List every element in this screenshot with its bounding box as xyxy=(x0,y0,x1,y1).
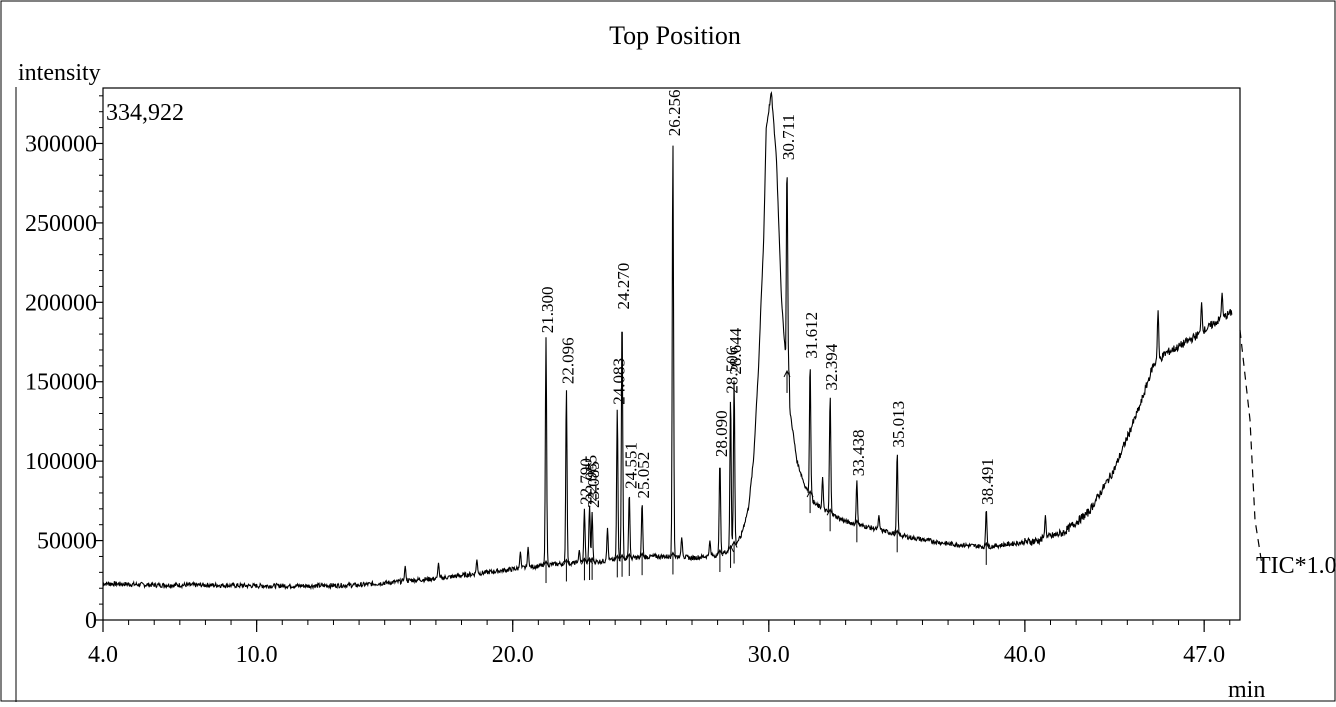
x-axis-label: min xyxy=(1228,677,1265,702)
peak-label: 32.394 xyxy=(822,343,841,390)
trace-tail xyxy=(1240,330,1262,565)
y-tick-label: 50000 xyxy=(37,529,97,555)
chart-title: Top Position xyxy=(609,21,741,50)
x-tick-label: 47.0 xyxy=(1183,642,1225,668)
peak-label: 25.052 xyxy=(634,452,653,499)
peak-label: 33.438 xyxy=(849,429,868,476)
peak-label: 22.096 xyxy=(558,337,577,384)
tic-trace-line xyxy=(103,93,1232,588)
y-tick-label: 100000 xyxy=(25,449,97,475)
trace-tail-line xyxy=(1240,330,1262,565)
peak-label: 38.491 xyxy=(978,458,997,505)
peak-label: 35.013 xyxy=(889,401,908,448)
max-intensity-label: 334,922 xyxy=(106,100,184,126)
y-axis: 0 50000 100000 150000 200000 250000 300000 xyxy=(25,96,103,634)
x-axis: 4.0 10.0 20.0 30.0 40.0 47.0 xyxy=(88,620,1230,668)
peak-38.491: 38.491 xyxy=(978,458,997,565)
tic-trace xyxy=(103,93,1232,588)
peak-33.438: 33.438 xyxy=(849,429,868,542)
peak-label: 28.090 xyxy=(712,410,731,457)
y-tick-label: 150000 xyxy=(25,370,97,396)
y-tick-label: 0 xyxy=(85,608,97,634)
peak-label: 28.644 xyxy=(726,327,745,374)
x-tick-label: 4.0 xyxy=(88,642,118,668)
y-tick-label: 300000 xyxy=(25,131,97,157)
peak-label: 24.083 xyxy=(609,358,628,405)
y-tick-label: 250000 xyxy=(25,211,97,237)
peak-label: 30.711 xyxy=(779,114,798,160)
peak-label: 24.270 xyxy=(614,263,633,310)
peak-markers: 21.30022.09622.79022.98523.08524.08324.2… xyxy=(538,90,997,583)
peak-label: 21.300 xyxy=(538,287,557,334)
x-tick-label: 10.0 xyxy=(236,642,278,668)
y-tick-label: 200000 xyxy=(25,290,97,316)
peak-label: 31.612 xyxy=(802,312,821,359)
y-axis-label: intensity xyxy=(18,60,101,86)
trace-label: TIC*1.00 xyxy=(1256,553,1336,579)
peak-label: 23.085 xyxy=(584,461,603,508)
x-tick-label: 40.0 xyxy=(1004,642,1046,668)
x-tick-label: 30.0 xyxy=(748,642,790,668)
peak-label: 26.256 xyxy=(665,90,684,137)
x-tick-label: 20.0 xyxy=(492,642,534,668)
